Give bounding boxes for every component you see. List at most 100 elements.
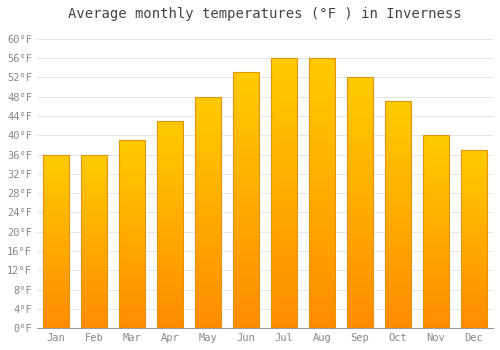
Bar	[156, 307, 183, 312]
Bar	[42, 186, 69, 189]
Bar	[156, 133, 183, 137]
Bar	[308, 231, 336, 236]
Bar	[42, 165, 69, 168]
Bar	[232, 103, 259, 108]
Bar	[422, 147, 450, 150]
Bar	[460, 239, 487, 243]
Bar	[232, 154, 259, 159]
Bar	[232, 88, 259, 93]
Bar	[308, 290, 336, 296]
Bar	[42, 273, 69, 276]
Bar	[422, 317, 450, 321]
Bar	[156, 187, 183, 191]
Bar	[346, 318, 374, 323]
Bar	[384, 201, 411, 206]
Bar	[118, 223, 145, 226]
Bar	[156, 299, 183, 303]
Bar	[156, 146, 183, 150]
Bar	[384, 274, 411, 278]
Bar	[460, 168, 487, 171]
Bar	[194, 319, 221, 323]
Bar	[118, 196, 145, 200]
Bar	[346, 183, 374, 188]
Bar	[308, 204, 336, 209]
Bar	[460, 178, 487, 182]
Bar	[308, 225, 336, 231]
Bar	[460, 289, 487, 293]
Bar	[346, 168, 374, 173]
Bar	[80, 300, 107, 304]
Bar	[270, 188, 297, 193]
Bar	[308, 307, 336, 312]
Bar	[460, 303, 487, 307]
Bar	[460, 207, 487, 210]
Bar	[118, 151, 145, 155]
Bar	[80, 154, 107, 158]
Bar	[80, 276, 107, 280]
Bar	[422, 139, 450, 143]
Bar	[232, 72, 259, 328]
Bar	[384, 301, 411, 306]
Bar	[80, 228, 107, 231]
Bar	[384, 310, 411, 315]
Bar	[156, 320, 183, 324]
Bar	[118, 241, 145, 245]
Bar	[232, 267, 259, 272]
Bar	[194, 97, 221, 328]
Bar	[194, 277, 221, 282]
Bar	[118, 283, 145, 287]
Bar	[80, 321, 107, 325]
Bar	[80, 311, 107, 314]
Bar	[118, 290, 145, 294]
Bar	[308, 215, 336, 220]
Bar	[346, 258, 374, 263]
Bar	[460, 193, 487, 196]
Bar	[346, 88, 374, 92]
Bar	[232, 119, 259, 124]
Bar	[422, 189, 450, 193]
Bar	[42, 189, 69, 193]
Bar	[80, 241, 107, 245]
Bar	[232, 313, 259, 318]
Bar	[156, 121, 183, 328]
Bar	[42, 238, 69, 242]
Bar	[384, 147, 411, 151]
Bar	[422, 174, 450, 178]
Bar	[460, 310, 487, 314]
Bar	[346, 293, 374, 298]
Bar	[232, 231, 259, 236]
Bar	[270, 296, 297, 301]
Bar	[156, 253, 183, 258]
Bar	[346, 103, 374, 107]
Bar	[308, 112, 336, 118]
Bar	[422, 297, 450, 301]
Bar	[80, 283, 107, 287]
Bar	[118, 219, 145, 223]
Bar	[194, 314, 221, 319]
Bar	[270, 58, 297, 328]
Bar	[42, 269, 69, 273]
Bar	[308, 220, 336, 225]
Bar	[422, 262, 450, 266]
Bar	[118, 306, 145, 309]
Bar	[80, 186, 107, 189]
Bar	[118, 249, 145, 253]
Bar	[80, 259, 107, 262]
Bar	[80, 307, 107, 311]
Bar	[156, 274, 183, 278]
Bar	[308, 128, 336, 134]
Bar	[118, 181, 145, 185]
Bar	[42, 287, 69, 290]
Bar	[80, 262, 107, 266]
Bar	[156, 121, 183, 125]
Bar	[346, 127, 374, 133]
Bar	[346, 77, 374, 328]
Bar	[422, 313, 450, 317]
Bar	[270, 166, 297, 172]
Bar	[308, 182, 336, 188]
Bar	[270, 242, 297, 247]
Bar	[80, 231, 107, 234]
Bar	[422, 239, 450, 243]
Bar	[156, 191, 183, 195]
Bar	[384, 178, 411, 183]
